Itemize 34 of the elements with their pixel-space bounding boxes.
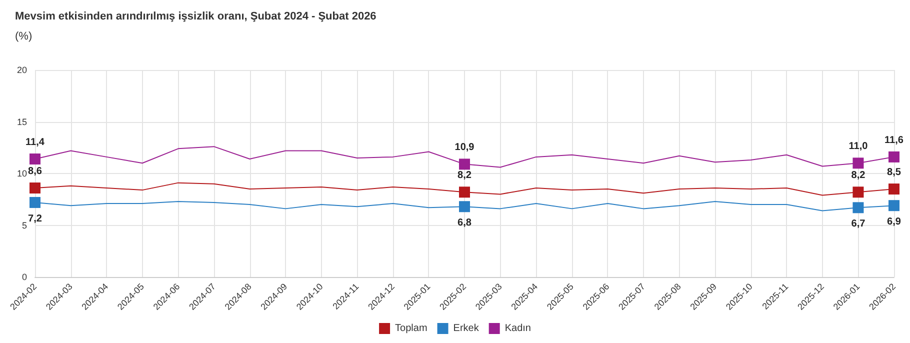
point	[30, 196, 40, 208]
point	[852, 158, 864, 169]
point	[888, 151, 900, 162]
legend-label: Toplam	[395, 323, 428, 334]
point	[888, 200, 900, 212]
legend-label: Erkek	[453, 323, 480, 334]
data-label: 8,2	[851, 170, 866, 182]
point	[30, 154, 40, 165]
data-label: 11,4	[26, 137, 45, 148]
data-label: 11,6	[884, 134, 904, 146]
y-tick-label: 15	[16, 116, 27, 127]
y-tick-label: 10	[16, 168, 27, 178]
data-label: 6,8	[458, 218, 472, 229]
data-label: 10,9	[454, 142, 475, 154]
data-label: 6,9	[887, 216, 902, 228]
data-label: 6,7	[851, 218, 866, 230]
point	[888, 184, 900, 195]
chart-title: Mevsim etkisinden arındırılmış işsizlik oranı, Şubat 2024 - Şubat 2026	[15, 10, 376, 22]
point	[852, 202, 864, 214]
point	[459, 186, 470, 198]
y-axis-title: (%)	[15, 30, 32, 42]
data-label: 7,2	[28, 213, 42, 224]
point	[30, 182, 40, 194]
point	[459, 201, 470, 212]
point	[852, 186, 864, 198]
y-tick-label: 0	[22, 272, 27, 282]
y-tick-label: 5	[22, 220, 27, 230]
data-label: 11,0	[848, 141, 868, 152]
legend-label: Kadın	[504, 323, 531, 334]
data-label: 8,6	[28, 166, 42, 177]
data-label: 8,2	[458, 170, 472, 182]
point	[459, 158, 470, 170]
y-tick-label: 20	[16, 65, 27, 75]
data-label: 8,5	[887, 167, 902, 178]
